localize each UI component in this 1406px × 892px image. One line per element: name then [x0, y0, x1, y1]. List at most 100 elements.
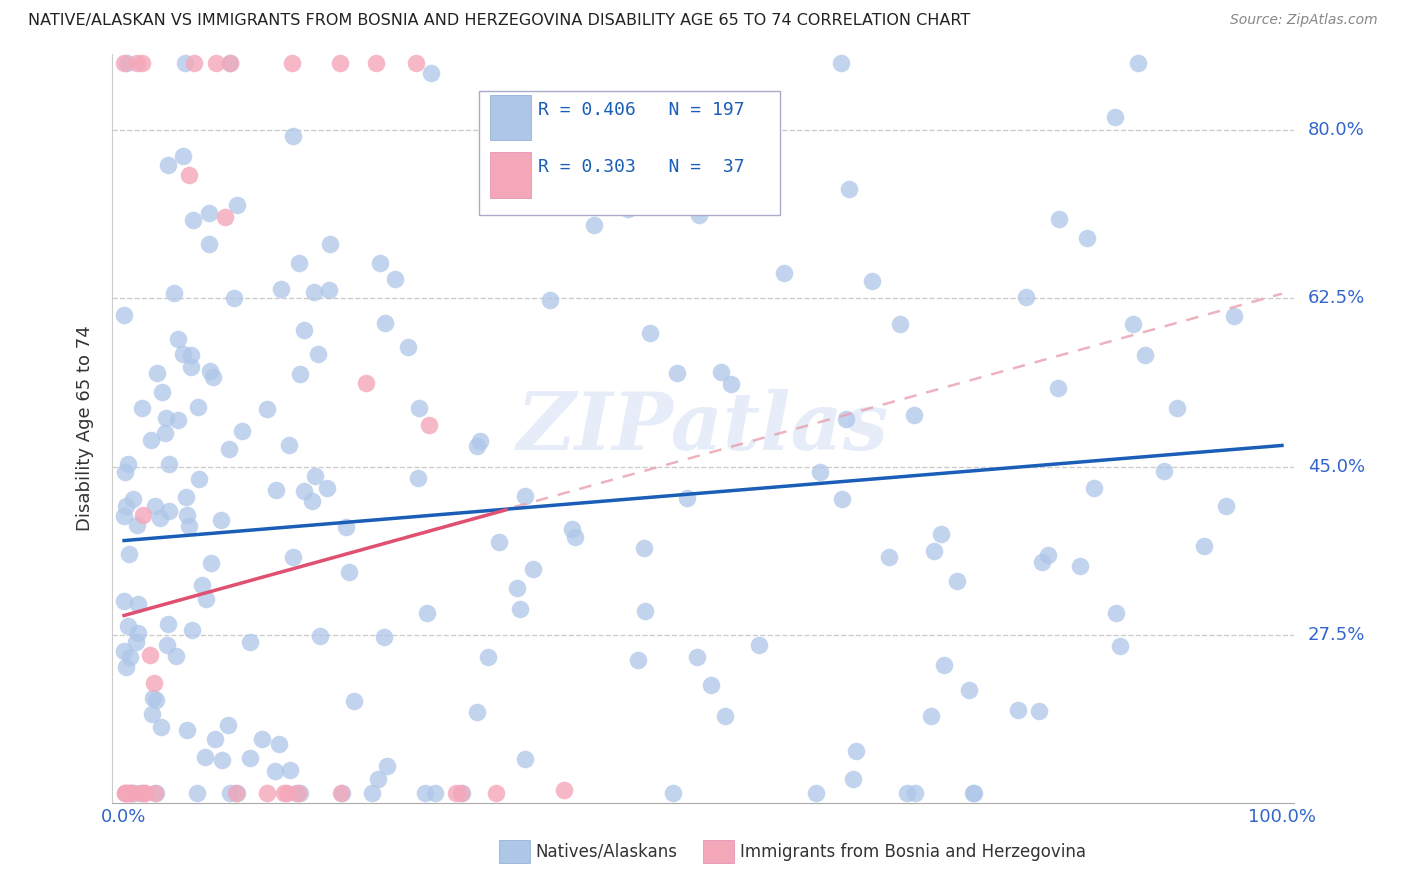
Point — [364, 56, 387, 70]
Point — [627, 653, 650, 667]
Point — [308, 630, 330, 644]
Point — [416, 606, 439, 620]
Point — [591, 197, 613, 211]
Point — [292, 483, 315, 498]
Text: 62.5%: 62.5% — [1308, 290, 1365, 308]
Point — [276, 786, 298, 800]
Point — [115, 500, 138, 514]
Point — [198, 364, 221, 378]
Point — [156, 616, 179, 631]
Point — [446, 786, 468, 800]
Point — [218, 442, 240, 456]
Point — [1105, 606, 1128, 620]
Point — [485, 786, 508, 800]
Point — [195, 591, 218, 606]
Point — [183, 56, 205, 70]
Point — [1076, 231, 1098, 245]
Point — [285, 786, 308, 800]
Point — [125, 56, 148, 70]
Point — [217, 718, 239, 732]
Text: 27.5%: 27.5% — [1308, 625, 1365, 644]
Point — [264, 764, 287, 778]
Point — [125, 517, 148, 532]
Point — [896, 786, 918, 800]
Point — [330, 786, 353, 800]
Text: R = 0.406   N = 197: R = 0.406 N = 197 — [537, 101, 744, 119]
Point — [1046, 381, 1069, 395]
Point — [117, 619, 139, 633]
Point — [155, 410, 177, 425]
Point — [172, 149, 194, 163]
Point — [187, 472, 209, 486]
Text: ZIPatlas: ZIPatlas — [517, 390, 889, 467]
Point — [384, 272, 406, 286]
Point — [922, 544, 945, 558]
Point — [219, 786, 242, 800]
FancyBboxPatch shape — [491, 153, 530, 198]
Point — [173, 56, 195, 70]
Point — [1047, 212, 1070, 227]
Point — [180, 623, 202, 637]
Point — [418, 418, 440, 433]
Point — [513, 751, 536, 765]
Point — [176, 508, 198, 523]
Point — [112, 56, 135, 70]
Text: NATIVE/ALASKAN VS IMMIGRANTS FROM BOSNIA AND HERZEGOVINA DISABILITY AGE 65 TO 74: NATIVE/ALASKAN VS IMMIGRANTS FROM BOSNIA… — [28, 13, 970, 29]
Point — [665, 366, 688, 380]
Point — [343, 694, 366, 708]
Point — [946, 574, 969, 589]
Point — [129, 786, 152, 800]
Point — [302, 285, 325, 300]
Point — [405, 56, 427, 70]
Point — [477, 650, 499, 665]
Point — [904, 786, 927, 800]
Point — [524, 153, 547, 168]
Point — [281, 56, 304, 70]
Point — [582, 218, 605, 232]
Point — [112, 308, 135, 322]
Point — [419, 66, 441, 80]
Point — [224, 291, 246, 305]
Point — [141, 691, 163, 706]
Point — [211, 753, 233, 767]
Point — [117, 786, 139, 800]
Point — [149, 719, 172, 733]
Point — [139, 433, 162, 447]
Point — [165, 649, 187, 664]
Point — [831, 492, 853, 507]
Point — [122, 786, 145, 800]
Point — [748, 638, 770, 652]
Point — [157, 158, 180, 172]
Point — [699, 678, 721, 692]
Point — [903, 408, 925, 422]
Point — [150, 384, 173, 399]
Point — [157, 458, 180, 472]
Point — [396, 340, 419, 354]
Point — [465, 439, 488, 453]
Point — [1192, 539, 1215, 553]
Point — [205, 56, 228, 70]
Point — [408, 401, 430, 416]
Point — [307, 347, 329, 361]
Point — [177, 519, 200, 533]
Point — [329, 56, 352, 70]
Point — [134, 786, 156, 800]
Text: R = 0.303   N =  37: R = 0.303 N = 37 — [537, 159, 744, 177]
Point — [239, 635, 262, 649]
Point — [141, 707, 163, 722]
Point — [219, 56, 242, 70]
Point — [288, 256, 311, 270]
Point — [538, 293, 561, 307]
Point — [335, 520, 357, 534]
Point — [879, 550, 901, 565]
Point — [1126, 56, 1149, 70]
FancyBboxPatch shape — [491, 95, 530, 140]
Point — [180, 348, 202, 362]
Point — [125, 635, 148, 649]
Point — [1133, 347, 1156, 361]
Text: 45.0%: 45.0% — [1308, 458, 1365, 475]
Point — [373, 630, 395, 644]
Point — [200, 556, 222, 570]
Text: 80.0%: 80.0% — [1308, 121, 1364, 139]
Point — [231, 424, 253, 438]
